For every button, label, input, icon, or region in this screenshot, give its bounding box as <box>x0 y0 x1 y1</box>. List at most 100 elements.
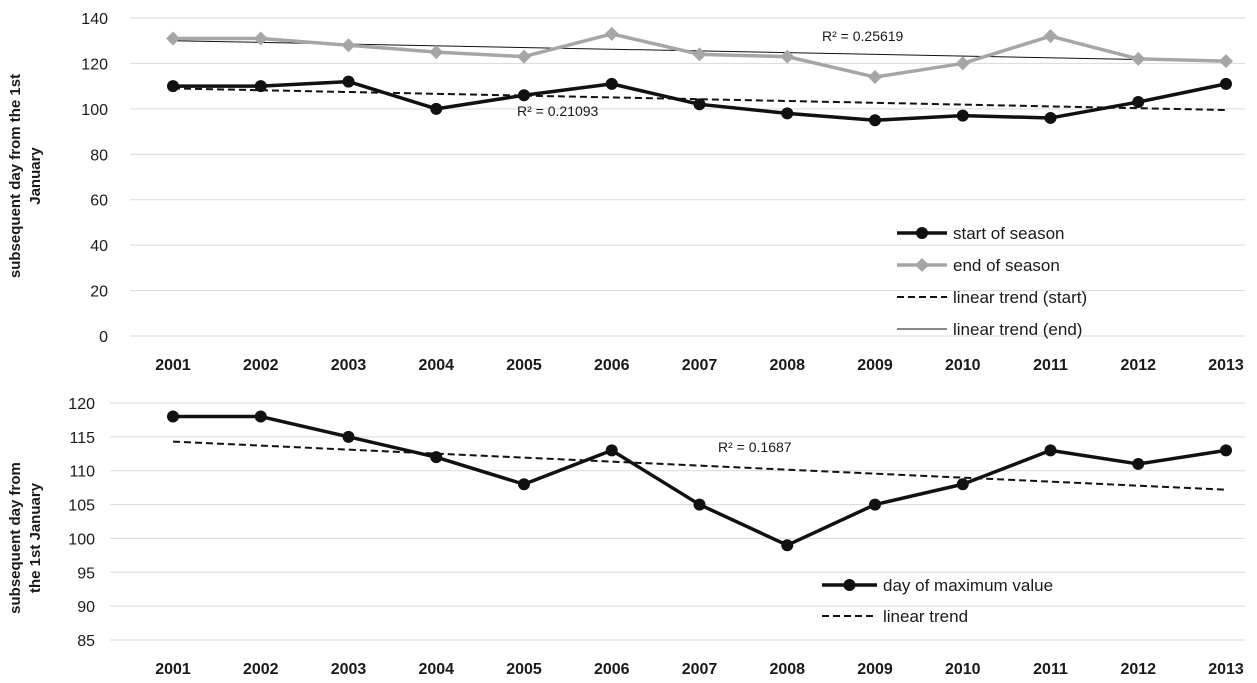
data-point <box>167 80 179 93</box>
y-tick-label: 85 <box>77 633 95 650</box>
y-axis-label-line: subsequent day from <box>7 462 24 614</box>
y-axis-label: subsequent day from the 1st January <box>7 74 44 278</box>
data-point <box>342 430 355 443</box>
x-tick-label: 2002 <box>243 357 279 374</box>
y-axis-label-line: January <box>27 147 44 205</box>
y-tick-label: 20 <box>90 284 108 301</box>
legend-marker <box>843 579 856 591</box>
data-point <box>693 98 706 111</box>
chart-1-seasons: 0 20 40 60 80 100 120 140 2001 2002 2003 2004 2005 20… <box>7 11 1245 374</box>
x-tick-label: 2003 <box>331 661 367 678</box>
r-squared-label: R² = 0.25619 <box>822 28 904 44</box>
x-tick-label: 2008 <box>769 661 805 678</box>
x-tick-label: 2009 <box>857 357 893 374</box>
x-tick-label: 2007 <box>682 661 718 678</box>
x-tick-label: 2003 <box>331 357 367 374</box>
legend-label: start of season <box>953 224 1065 243</box>
x-tick-label: 2013 <box>1208 357 1244 374</box>
legend-marker <box>915 258 929 272</box>
y-axis-label-line: the 1st January <box>27 482 44 593</box>
x-tick-label: 2011 <box>1033 661 1068 678</box>
data-point <box>868 70 882 85</box>
x-tick-label: 2010 <box>945 357 981 374</box>
y-tick-label: 140 <box>81 11 108 28</box>
data-point <box>1132 457 1145 470</box>
data-point <box>254 410 267 423</box>
x-tick-label: 2009 <box>857 661 893 678</box>
series-line <box>173 414 1227 547</box>
data-point <box>1220 444 1232 457</box>
data-point <box>781 539 794 552</box>
y-tick-label: 0 <box>99 329 108 346</box>
data-point <box>1132 96 1145 109</box>
x-tick-label: 2001 <box>155 661 191 678</box>
trend-line <box>172 440 1227 491</box>
y-tick-label: 60 <box>90 193 108 210</box>
r-squared-label: R² = 0.1687 <box>718 439 792 455</box>
data-point <box>1044 444 1057 457</box>
data-point <box>956 109 969 122</box>
data-point <box>604 26 619 41</box>
data-point <box>605 77 618 90</box>
r-squared-label: R² = 0.21093 <box>517 103 599 119</box>
data-point <box>869 498 881 511</box>
data-point <box>955 56 970 71</box>
y-tick-label: 110 <box>69 464 95 481</box>
x-tick-label: 2012 <box>1120 357 1156 374</box>
x-tick-label: 2008 <box>769 357 805 374</box>
data-point <box>1043 29 1058 44</box>
y-axis-label-line: subsequent day from the 1st <box>7 74 24 278</box>
x-tick-label: 2006 <box>594 661 630 678</box>
y-tick-label: 80 <box>90 147 108 164</box>
data-point <box>692 47 707 62</box>
x-tick-label: 2005 <box>506 357 542 374</box>
data-point <box>342 75 355 88</box>
data-point <box>605 444 618 457</box>
data-point <box>167 410 179 423</box>
data-point <box>780 49 795 64</box>
data-point <box>518 89 530 102</box>
x-tick-label: 2010 <box>945 661 981 678</box>
legend-label: day of maximum value <box>883 576 1053 595</box>
data-point <box>956 478 969 491</box>
x-tick-label: 2002 <box>243 661 279 678</box>
data-point <box>166 31 180 46</box>
x-tick-label: 2006 <box>594 357 630 374</box>
y-tick-label: 40 <box>90 238 108 255</box>
y-tick-label: 95 <box>77 565 95 582</box>
y-tick-label: 90 <box>77 599 95 616</box>
legend-marker <box>916 227 928 239</box>
y-axis-label: subsequent day from the 1st January <box>7 462 44 614</box>
data-point <box>341 38 356 53</box>
legend-label: linear trend <box>883 607 968 626</box>
legend-label: linear trend (start) <box>953 288 1087 307</box>
x-tick-label: 2007 <box>682 357 718 374</box>
x-tick-label: 2001 <box>155 357 191 374</box>
data-point <box>869 114 881 127</box>
data-point <box>518 478 530 491</box>
legend-label: end of season <box>953 256 1060 275</box>
x-tick-label: 2012 <box>1120 661 1156 678</box>
data-point <box>430 451 443 464</box>
data-point <box>1044 111 1057 124</box>
legend-label: linear trend (end) <box>953 320 1082 339</box>
y-tick-label: 105 <box>68 498 95 515</box>
x-tick-label: 2013 <box>1208 661 1244 678</box>
x-tick-label: 2005 <box>506 661 542 678</box>
data-point <box>429 45 444 60</box>
x-tick-label: 2004 <box>418 661 454 678</box>
y-tick-label: 120 <box>81 56 108 73</box>
data-point <box>253 31 268 46</box>
x-tick-label: 2011 <box>1033 357 1068 374</box>
y-tick-label: 100 <box>68 531 95 548</box>
data-point <box>254 80 267 93</box>
data-point <box>430 102 443 115</box>
data-point <box>781 107 794 120</box>
data-point <box>693 498 706 511</box>
y-tick-label: 120 <box>68 396 95 413</box>
y-tick-label: 115 <box>69 430 95 447</box>
data-point <box>1220 77 1232 90</box>
x-tick-label: 2004 <box>418 357 454 374</box>
chart-2-maximum-day: 85 90 95 100 105 110 115 120 2001 2002 2003 2004 200… <box>7 396 1245 678</box>
